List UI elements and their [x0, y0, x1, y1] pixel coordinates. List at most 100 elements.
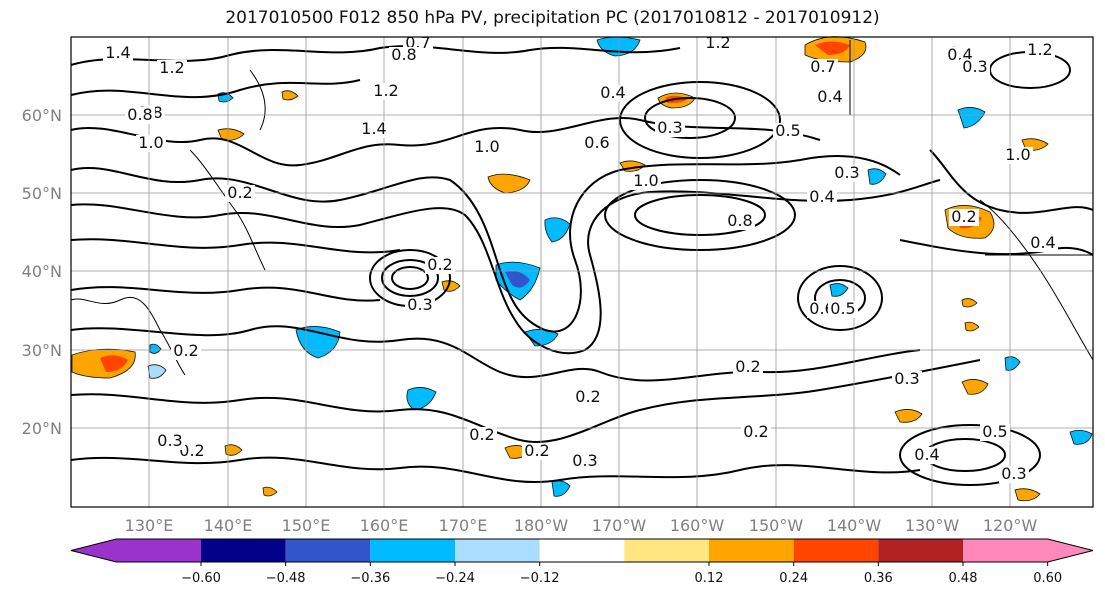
- contour-label-bg: [582, 135, 612, 152]
- contour-label-bg: [157, 60, 187, 77]
- contour-label: 0.3: [1001, 464, 1026, 483]
- contour-label: 1.2: [705, 33, 730, 52]
- longitude-labels: 130°E 140°E 150°E 160°E 170°E 180°W 170°W 160°W…: [125, 516, 1038, 535]
- contour-label: 0.4: [1030, 233, 1055, 252]
- contour-label-bg: [815, 89, 845, 106]
- contour-label: 0.2: [575, 387, 600, 406]
- contour-label: 0.5: [775, 121, 800, 140]
- colorbar-tick-label: −0.12: [520, 571, 560, 586]
- contour-label-bg: [598, 85, 628, 102]
- colorbar-extend-high: [963, 539, 1093, 562]
- contour-label: 0.4: [914, 445, 939, 464]
- colorbar-segment: [709, 539, 794, 562]
- map-title: 2017010500 F012 850 hPa PV, precipitatio…: [225, 8, 880, 28]
- contour-label-bg: [832, 165, 862, 182]
- contour-label-bg: [467, 427, 497, 444]
- contour-label-bg: [225, 185, 255, 202]
- lon-tick-label: 170°W: [592, 516, 647, 535]
- contour-label-bg: [472, 139, 502, 156]
- contour-label-bg: [725, 213, 755, 230]
- contour-label: 0.3: [962, 57, 987, 76]
- contour-label: 0.6: [584, 133, 609, 152]
- contour-label-bg: [773, 123, 803, 140]
- lon-tick-label: 180°W: [514, 516, 569, 535]
- lat-tick-label: 50°N: [22, 184, 62, 203]
- contour-label: 1.0: [633, 171, 658, 190]
- contour-label-bg: [980, 424, 1010, 441]
- colorbar-segment: [878, 539, 963, 562]
- colorbar-tick-label: 0.24: [779, 571, 808, 586]
- contour-label-bg: [389, 47, 419, 64]
- contour-label-bg: [573, 389, 603, 406]
- contour-label: 0.3: [407, 295, 432, 314]
- contour-label: 0.2: [743, 422, 768, 441]
- lon-tick-label: 150°E: [282, 516, 331, 535]
- contour-label-bg: [733, 359, 763, 376]
- contour-label: 0.7: [810, 57, 835, 76]
- contour-label: 0.2: [735, 357, 760, 376]
- contour-label: 0.2: [227, 183, 252, 202]
- contour-label-bg: [405, 297, 435, 314]
- contour-label-bg: [522, 443, 552, 460]
- contour-label-bg: [741, 424, 771, 441]
- contour-label: 0.5: [830, 299, 855, 318]
- contour-label-bg: [655, 120, 685, 137]
- colorbar-outline: [70, 538, 1094, 563]
- contour-label-bg: [155, 433, 185, 450]
- lon-tick-label: 130°W: [905, 516, 960, 535]
- lon-tick-label: 120°W: [983, 516, 1038, 535]
- colorbar-tick-label: 0.48: [949, 571, 978, 586]
- contour-label: 0.2: [427, 255, 452, 274]
- colorbar-tick-label: 0.60: [1033, 571, 1062, 586]
- contour-label: 0.4: [809, 187, 834, 206]
- colorbar-segment: [370, 539, 455, 562]
- contour-label-bg: [171, 343, 201, 360]
- contour-label: 0.2: [173, 341, 198, 360]
- contour-label: 0.3: [572, 451, 597, 470]
- contour-label-bg: [570, 453, 600, 470]
- lon-tick-label: 140°E: [204, 516, 253, 535]
- contour-label-bg: [103, 45, 133, 62]
- contour-label-bg: [371, 83, 401, 100]
- contour-label-bg: [136, 135, 166, 152]
- contour-label: 0.4: [600, 83, 625, 102]
- contour-label: 1.2: [373, 81, 398, 100]
- contour-label: 1.0: [474, 137, 499, 156]
- lat-tick-label: 20°N: [22, 419, 62, 438]
- contour-labels: 1.4 0.8 1.2 0.7 0.8 1.2 0.8 1.0 1.2 1.4 1.0 0.4 0.6 0…: [103, 33, 1058, 483]
- lon-tick-label: 150°W: [749, 516, 804, 535]
- contour-label: 0.3: [157, 431, 182, 450]
- colorbar-segment: [285, 539, 371, 562]
- contour-label-bg: [828, 301, 858, 318]
- colorbar: −0.60 −0.48 −0.36 −0.24 −0.12 0.12 0.24 0.36 0.4…: [70, 538, 1094, 586]
- pv-contours: [70, 45, 1094, 486]
- contour-label: 0.3: [657, 118, 682, 137]
- colorbar-segment: [201, 539, 286, 562]
- colorbar-extend-low: [71, 539, 201, 562]
- colorbar-tick-label: −0.48: [266, 571, 306, 586]
- colorbar-segment: [624, 539, 709, 562]
- contour-label: 0.8: [127, 105, 152, 124]
- contour-label-bg: [425, 257, 455, 274]
- contour-label-bg: [1028, 235, 1058, 252]
- contour-label: 1.2: [1027, 40, 1052, 59]
- contour-label: 1.2: [159, 58, 184, 77]
- contour-label-bg: [807, 189, 837, 206]
- contour-label: 0.3: [894, 369, 919, 388]
- contour-label-bg: [892, 371, 922, 388]
- contour-label: 0.8: [727, 211, 752, 230]
- lat-tick-label: 40°N: [22, 262, 62, 281]
- lat-tick-label: 30°N: [22, 341, 62, 360]
- colorbar-segment: [793, 539, 879, 562]
- colorbar-tick-label: 0.36: [864, 571, 893, 586]
- contour-label: 0.8: [391, 45, 416, 64]
- colorbar-tick-label: −0.36: [350, 571, 390, 586]
- contour-label: 0.5: [982, 422, 1007, 441]
- contour-label-bg: [359, 121, 389, 138]
- lon-tick-label: 140°W: [827, 516, 882, 535]
- contour-label-bg: [1003, 147, 1033, 164]
- contour-label: 1.4: [361, 119, 386, 138]
- contour-label-bg: [949, 209, 979, 226]
- contour-label-bg: [999, 466, 1029, 483]
